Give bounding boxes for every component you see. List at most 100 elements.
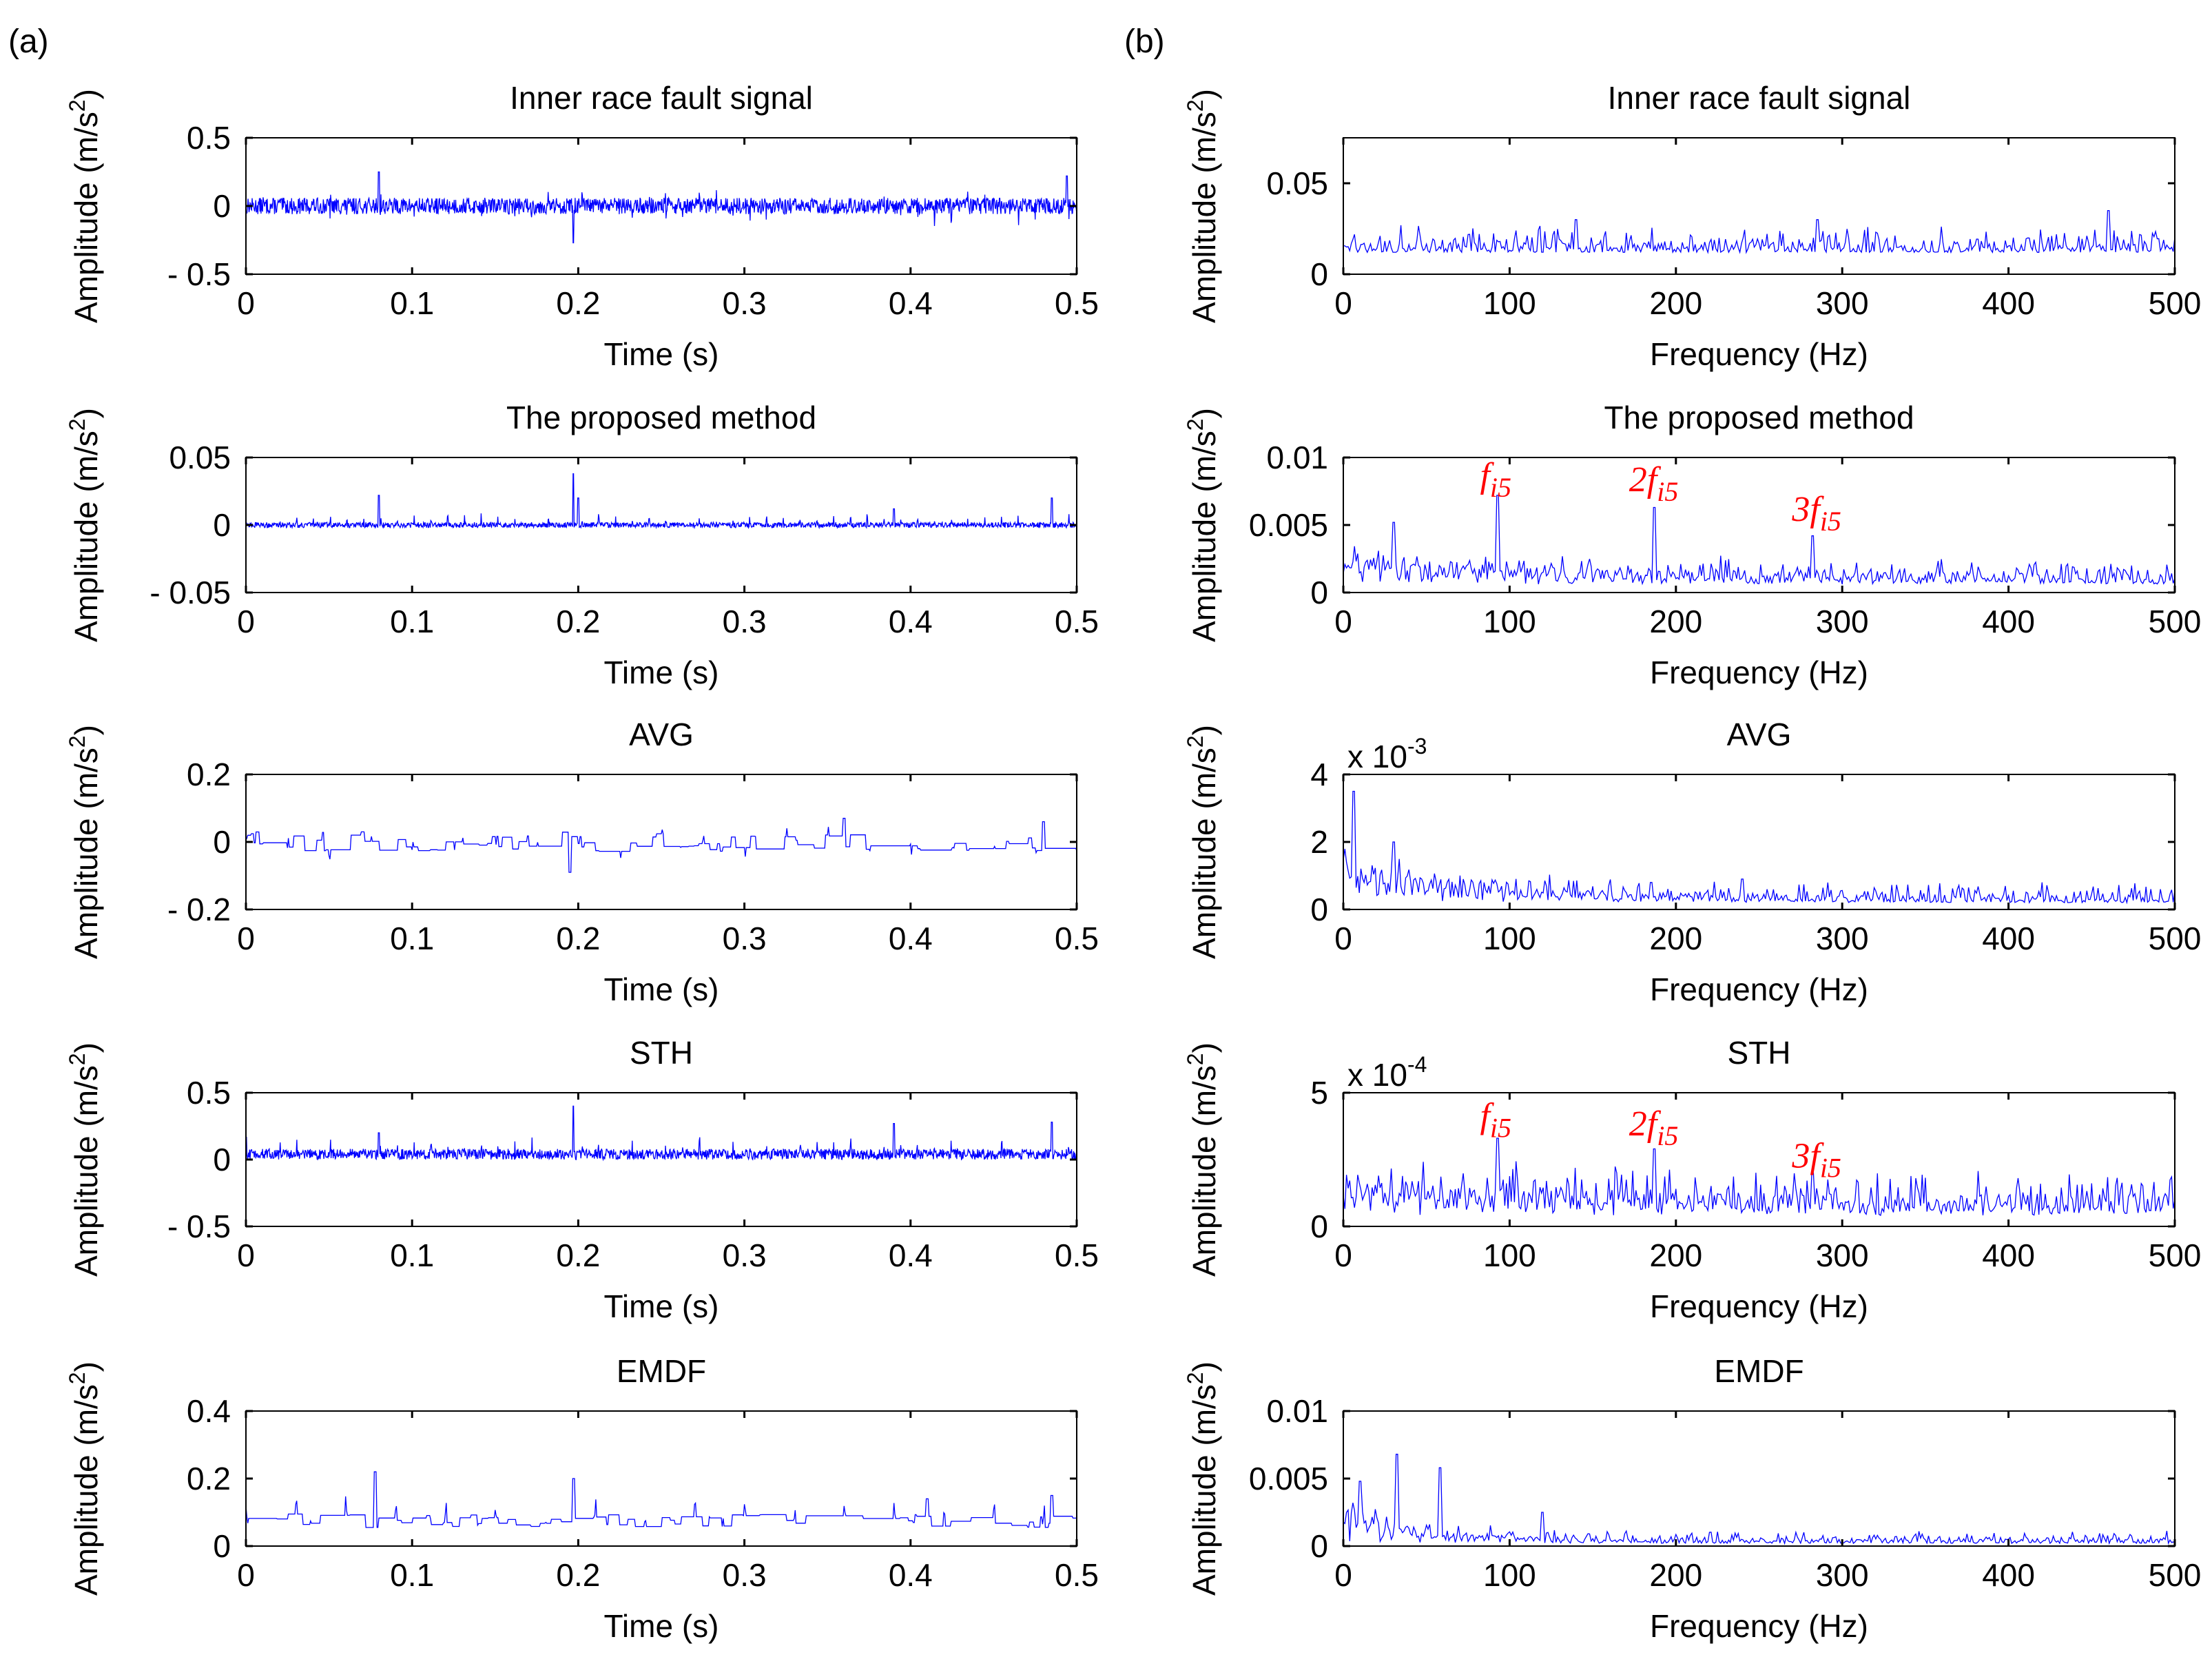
x-tick-label: 500 [2149, 285, 2202, 321]
y-axis-label-superscript: 2 [65, 99, 90, 112]
x-tick-label: 100 [1483, 285, 1536, 321]
y-tick-label: 5 [1310, 1075, 1328, 1111]
axes-box [1343, 1410, 2175, 1547]
y-axis-label-close: ) [1186, 408, 1222, 418]
series-line [1343, 1138, 2175, 1217]
x-tick-label: 0 [237, 1237, 255, 1273]
axis-multiplier: x 10-4 [1347, 1052, 1427, 1093]
y-axis-label-close: ) [68, 1361, 104, 1372]
peak-annotation: 3fi5 [1791, 490, 1841, 537]
x-tick-label: 300 [1816, 604, 1869, 639]
x-tick-label: 0.1 [390, 1557, 434, 1593]
y-axis-label-close: ) [1186, 89, 1222, 99]
x-tick-label: 0.3 [723, 285, 767, 321]
y-axis-label-superscript: 2 [1183, 1372, 1208, 1384]
y-axis-label: Amplitude (m/s2) [1183, 89, 1222, 323]
chart-freq-0: 0 100 200 300 400 500 0.05 0 Inner race fault si… [1183, 80, 2201, 372]
y-axis-label-text: Amplitude (m/s [1186, 431, 1222, 642]
y-tick-label: 0 [1310, 1208, 1328, 1244]
x-tick-label: 0 [237, 285, 255, 321]
y-axis-label-text: Amplitude (m/s [1186, 748, 1222, 959]
x-tick-label: 0 [1334, 1557, 1352, 1593]
y-tick-label: 0 [1310, 256, 1328, 292]
peak-annotation: fi5 [1480, 1096, 1511, 1143]
axes-box [245, 1092, 1077, 1227]
y-axis-label: Amplitude (m/s2) [1183, 1361, 1222, 1596]
y-axis-label-text: Amplitude (m/s [1186, 112, 1222, 323]
panel-label-a: (a) [8, 23, 49, 60]
x-tick-label: 100 [1483, 1237, 1536, 1273]
y-tick-label: 4 [1310, 757, 1328, 792]
series-line [1343, 495, 2175, 586]
x-axis-label: Frequency (Hz) [1650, 971, 1868, 1007]
chart-title: The proposed method [1604, 400, 1914, 435]
y-tick-label: 0.01 [1266, 440, 1328, 475]
x-tick-label: 0.3 [723, 1237, 767, 1273]
y-tick-label: - 0.5 [167, 1208, 231, 1244]
x-tick-label: 300 [1816, 920, 1869, 956]
peak-annotation-subscript: i5 [1820, 506, 1841, 537]
y-axis-label: Amplitude (m/s2) [1183, 725, 1222, 959]
y-axis-label-superscript: 2 [65, 1053, 90, 1065]
x-tick-label: 0.1 [390, 285, 434, 321]
y-tick-label: 0 [1310, 575, 1328, 610]
x-tick-label: 0.1 [390, 1237, 434, 1273]
chart-title: Inner race fault signal [1608, 80, 1911, 116]
x-tick-label: 0.4 [889, 1237, 933, 1273]
y-tick-label: 0.4 [187, 1393, 231, 1429]
x-tick-label: 0.3 [723, 1557, 767, 1593]
peak-annotation: 3fi5 [1791, 1137, 1841, 1184]
x-tick-label: 200 [1649, 1557, 1702, 1593]
y-tick-label: 0 [213, 507, 231, 543]
y-tick-label: 0.05 [1266, 165, 1328, 201]
x-axis-label: Frequency (Hz) [1650, 336, 1868, 372]
peak-annotation: fi5 [1480, 456, 1511, 503]
y-axis-label-close: ) [1186, 1042, 1222, 1053]
x-tick-label: 0 [237, 604, 255, 639]
y-axis-label-superscript: 2 [65, 735, 90, 748]
y-tick-label: 0 [213, 1528, 231, 1564]
y-axis-label-superscript: 2 [65, 1372, 90, 1384]
peak-annotation-base: 3f [1791, 1137, 1824, 1176]
peak-annotation-subscript: i5 [1820, 1153, 1841, 1184]
chart-freq-2: 0 100 200 300 400 500 4 2 0 AVG Frequency (Hz) Ampl… [1183, 717, 2201, 1007]
peak-annotation: 2fi5 [1629, 460, 1679, 507]
x-axis-label: Time (s) [604, 655, 719, 690]
y-tick-label: 0.5 [187, 120, 231, 156]
x-tick-label: 0.2 [556, 285, 600, 321]
x-tick-label: 500 [2149, 604, 2202, 639]
x-axis-label: Frequency (Hz) [1650, 1288, 1868, 1324]
x-tick-label: 0.2 [556, 604, 600, 639]
x-tick-label: 0.5 [1055, 1237, 1099, 1273]
y-tick-label: 0.5 [187, 1075, 231, 1111]
x-tick-label: 0 [1334, 604, 1352, 639]
x-tick-label: 400 [1982, 604, 2035, 639]
x-tick-label: 0 [1334, 285, 1352, 321]
y-axis-label-close: ) [1186, 1361, 1222, 1372]
axis-multiplier-exponent: -4 [1407, 1052, 1427, 1077]
y-axis-label-close: ) [68, 89, 104, 99]
series-line [1343, 209, 2175, 254]
peak-annotation-base: 2f [1629, 1104, 1662, 1144]
y-tick-label: - 0.05 [149, 575, 231, 610]
x-tick-label: 500 [2149, 920, 2202, 956]
x-tick-label: 0.1 [390, 920, 434, 956]
series-line [245, 473, 1077, 530]
y-tick-label: 0 [1310, 1528, 1328, 1564]
series-line [245, 1471, 1077, 1528]
x-axis-label: Frequency (Hz) [1650, 1608, 1868, 1644]
y-tick-label: 2 [1310, 824, 1328, 860]
axes-box [1343, 137, 2175, 275]
y-axis-label-close: ) [1186, 725, 1222, 735]
y-axis-label-text: Amplitude (m/s [68, 748, 104, 959]
chart-title: EMDF [617, 1353, 706, 1389]
series-line [245, 171, 1077, 244]
x-tick-label: 100 [1483, 604, 1536, 639]
series-line [1343, 790, 2175, 905]
y-axis-label: Amplitude (m/s2) [1183, 408, 1222, 642]
y-axis-label-superscript: 2 [1183, 735, 1208, 748]
chart-title: STH [1728, 1035, 1791, 1071]
y-tick-label: - 0.5 [167, 256, 231, 292]
x-tick-label: 0.4 [889, 920, 933, 956]
